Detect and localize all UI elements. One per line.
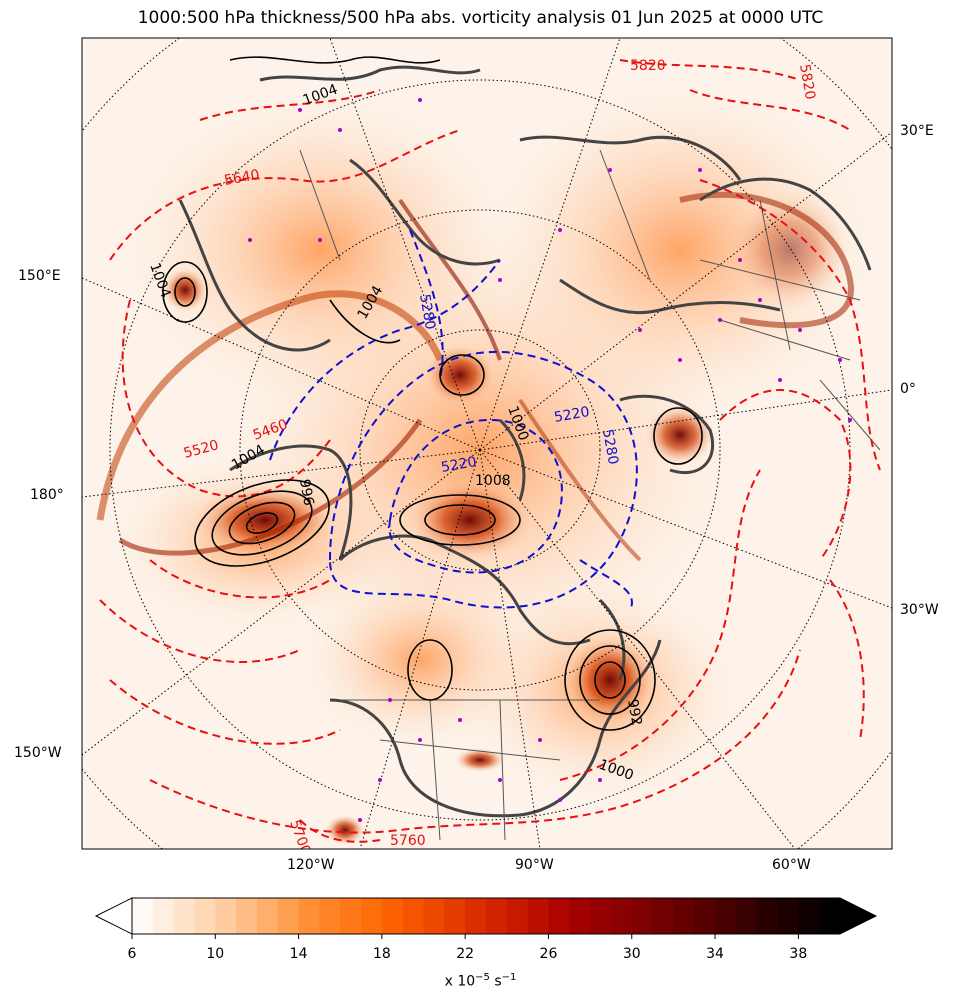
thickness-cold-contours [269,229,638,611]
colorbar-cell [798,898,820,934]
colorbar-cell [756,898,779,934]
colorbar-cell [465,898,487,934]
thickness-label: 5220 [440,454,478,476]
colorbar-tick-label: 14 [289,946,308,962]
thickness-label: 5640 [223,167,261,189]
chart-title: 1000:500 hPa thickness/500 hPa abs. vort… [137,8,824,28]
thickness-label: 5220 [553,404,591,426]
colorbar-cells [132,898,841,934]
colorbar-cell [361,898,383,934]
lon-label-left: 150°E [18,268,61,284]
graticule [82,38,892,849]
colorbar-label: x 10−5 s−1 [444,972,517,990]
colorbar-cell [652,898,675,934]
colorbar-cell [631,898,654,934]
colorbar-cell [610,898,633,934]
colorbar-cell [340,898,362,934]
lon-label-left: 180° [30,487,64,503]
colorbar-cell [777,898,799,934]
colorbar-cell [402,898,425,934]
lon-label-right: 30°W [900,602,939,618]
colorbar-cell [256,898,279,934]
colorbar-cell [819,898,841,934]
colorbar-cell [236,898,258,934]
colorbar-frame [131,897,841,935]
colorbar-cell [215,898,237,934]
colorbar-tick-label: 30 [622,946,641,962]
colorbar-cell [569,898,591,934]
lon-label-bottom: 90°W [515,857,554,873]
colorbar-cell [319,898,341,934]
colorbar-cell [298,898,321,934]
mslp-label: 992 [624,698,644,727]
colorbar-tick-label: 22 [456,946,475,962]
mslp-label: 996 [296,478,316,507]
lon-label-bottom: 60°W [772,857,811,873]
colorbar-tick-label: 26 [539,946,558,962]
colorbar-cell [548,898,570,934]
colorbar-cell [423,898,445,934]
country-borders [299,149,881,841]
colorbar-cell [173,898,196,934]
colorbar-cell [715,898,737,934]
colorbar-tick-label: 18 [372,946,391,962]
colorbar-tick-label: 10 [206,946,225,962]
lon-label-left: 150°W [14,745,62,761]
thickness-label: 5280 [599,428,621,466]
colorbar-cell [444,898,466,934]
thickness-label: 5280 [416,293,438,331]
colorbar-tick-marks [131,934,799,939]
thickness-label: 5820 [630,58,666,74]
colorbar-tick-label: 6 [127,946,137,962]
colorbar-cell [277,898,300,934]
colorbar-cell [527,898,550,934]
colorbar-cell [152,898,175,934]
mslp-label: 1008 [475,473,511,489]
map-frame [81,37,893,850]
colorbar-cell [194,898,216,934]
colorbar-cell [486,898,508,934]
colorbar-extend-low [94,897,133,935]
mslp-contours [162,56,703,731]
colorbar-cell [735,898,758,934]
thickness-warm-contours [99,59,881,843]
station-markers [248,98,852,822]
lon-label-right: 30°E [900,123,934,139]
colorbar-tick-label: 38 [789,946,808,962]
lon-label-right: 0° [900,381,916,397]
colorbar-cell [673,898,695,934]
thickness-label: 5760 [390,833,426,849]
coastlines [178,65,872,818]
colorbar-cell [506,898,529,934]
colorbar-cell [132,898,154,934]
colorbar-tick-label: 34 [706,946,724,962]
lon-label-bottom: 120°W [287,857,335,873]
colorbar-cell [381,898,404,934]
colorbar-cell [590,898,612,934]
map-plot-area: 5520 5220 5220 5280 5280 5820 5820 5640 … [82,38,892,849]
thickness-label: 5820 [796,63,818,101]
colorbar-cell [694,898,716,934]
colorbar-extend-high [839,897,878,935]
